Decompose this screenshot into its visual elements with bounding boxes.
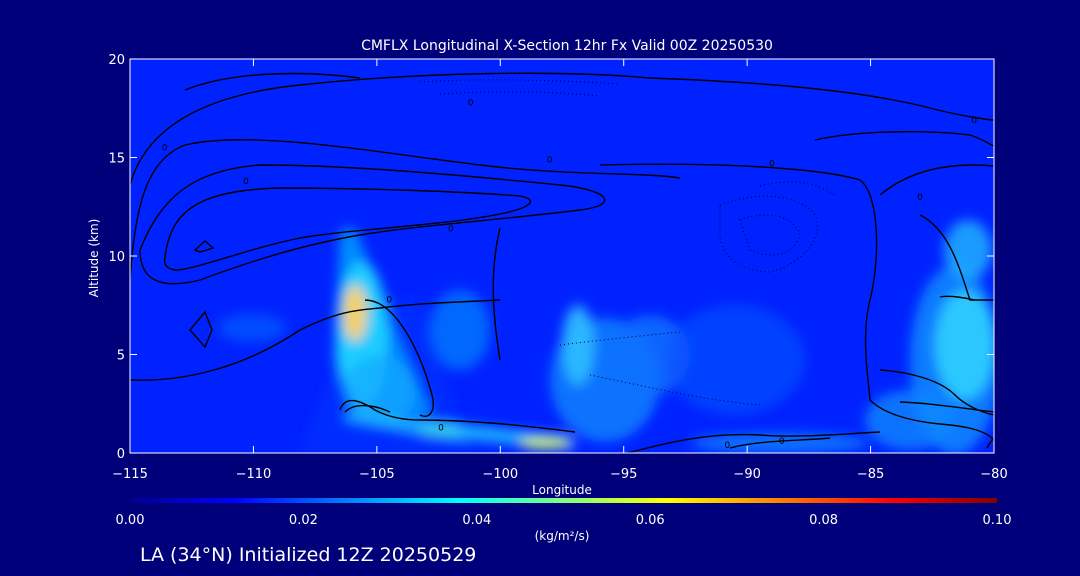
- field-blob: [665, 305, 805, 415]
- y-tick-label: 0: [117, 447, 125, 462]
- colorbar-ticks: 0.00 0.02 0.04 0.06 0.08 0.10: [116, 513, 1012, 528]
- x-tick-label: −80: [980, 467, 1007, 482]
- y-axis: 0 5 10 15 20: [108, 53, 994, 462]
- contour-line: [919, 214, 994, 301]
- contour-label: 0: [386, 295, 392, 305]
- colorbar-tick-label: 0.02: [289, 513, 318, 528]
- contour-line: [130, 72, 994, 186]
- contour-label: 0: [917, 193, 923, 203]
- contour-line: [814, 131, 994, 147]
- dotted-contour: [419, 79, 621, 85]
- contour-line: [624, 431, 881, 453]
- contour-line: [130, 139, 681, 281]
- contour-line: [193, 240, 215, 253]
- field-blob: [418, 426, 462, 436]
- field-blob: [344, 356, 416, 424]
- x-tick-label: −115: [112, 467, 148, 482]
- field-blob: [944, 220, 992, 280]
- x-tick-label: −90: [733, 467, 760, 482]
- field-blob: [562, 305, 594, 385]
- y-axis-label: Altitude (km): [87, 219, 101, 298]
- colorbar-tick-label: 0.06: [636, 513, 665, 528]
- y-tick-label: 5: [117, 349, 125, 364]
- colorbar: [130, 498, 997, 503]
- contour-line: [163, 187, 532, 271]
- contour-label: 0: [243, 177, 249, 187]
- contour-label: 0: [162, 144, 168, 154]
- contour-label: 0: [779, 437, 785, 447]
- contour-label: 0: [468, 98, 474, 108]
- contour-line: [339, 399, 576, 433]
- flux-field: [217, 220, 994, 453]
- contour-line: [899, 401, 994, 413]
- y-tick-label: 20: [108, 53, 125, 68]
- x-axis: −115 −110 −105 −100 −95 −90 −85 −80: [112, 59, 1008, 482]
- colorbar-tick-label: 0.00: [116, 513, 145, 528]
- y-tick-label: 10: [108, 250, 125, 265]
- y-tick-label: 15: [108, 152, 125, 167]
- contour-label: 0: [448, 224, 454, 234]
- dotted-contour: [759, 181, 836, 196]
- init-caption: LA (34°N) Initialized 12Z 20250529: [140, 544, 476, 566]
- x-tick-label: −85: [857, 467, 884, 482]
- contour-line: [189, 310, 213, 349]
- contour-lines: [130, 72, 994, 453]
- contour-labels: 0 0 0 0 0 0 0 0 0 0 0 0: [162, 98, 978, 451]
- dotted-contour: [739, 214, 801, 256]
- dotted-contour: [439, 91, 601, 97]
- contour-label: 0: [971, 116, 977, 126]
- colorbar-tick-label: 0.10: [983, 513, 1012, 528]
- x-tick-label: −100: [482, 467, 518, 482]
- field-blob: [935, 290, 994, 400]
- contour-line: [184, 72, 361, 91]
- colorbar-tick-label: 0.08: [809, 513, 838, 528]
- dotted-contour: [559, 331, 681, 346]
- x-axis-label: Longitude: [532, 483, 592, 497]
- colorbar-unit-label: (kg/m²/s): [535, 529, 590, 543]
- contour-label: 0: [547, 155, 553, 165]
- contour-label: 0: [438, 423, 444, 433]
- contour-line: [344, 404, 391, 413]
- chart-title: CMFLX Longitudinal X-Section 12hr Fx Val…: [361, 38, 773, 54]
- dotted-contours: [419, 79, 836, 406]
- field-blob: [343, 285, 367, 341]
- field-blob: [430, 290, 490, 370]
- contour-line: [939, 295, 976, 301]
- contour-line: [879, 164, 994, 196]
- field-blob: [519, 437, 571, 449]
- x-tick-label: −95: [610, 467, 637, 482]
- x-tick-label: −105: [359, 467, 395, 482]
- contour-line: [599, 163, 994, 441]
- x-tick-label: −110: [236, 467, 272, 482]
- contour-line: [492, 227, 501, 361]
- contour-label: 0: [725, 441, 731, 451]
- contour-line: [364, 299, 434, 417]
- field-blob: [217, 314, 287, 342]
- dotted-contour: [719, 195, 818, 273]
- contour-line: [729, 437, 831, 449]
- contour-label: 0: [769, 159, 775, 169]
- contour-line: [139, 164, 606, 285]
- contour-line: [130, 299, 501, 381]
- field-blob: [865, 390, 955, 450]
- colorbar-tick-label: 0.04: [462, 513, 491, 528]
